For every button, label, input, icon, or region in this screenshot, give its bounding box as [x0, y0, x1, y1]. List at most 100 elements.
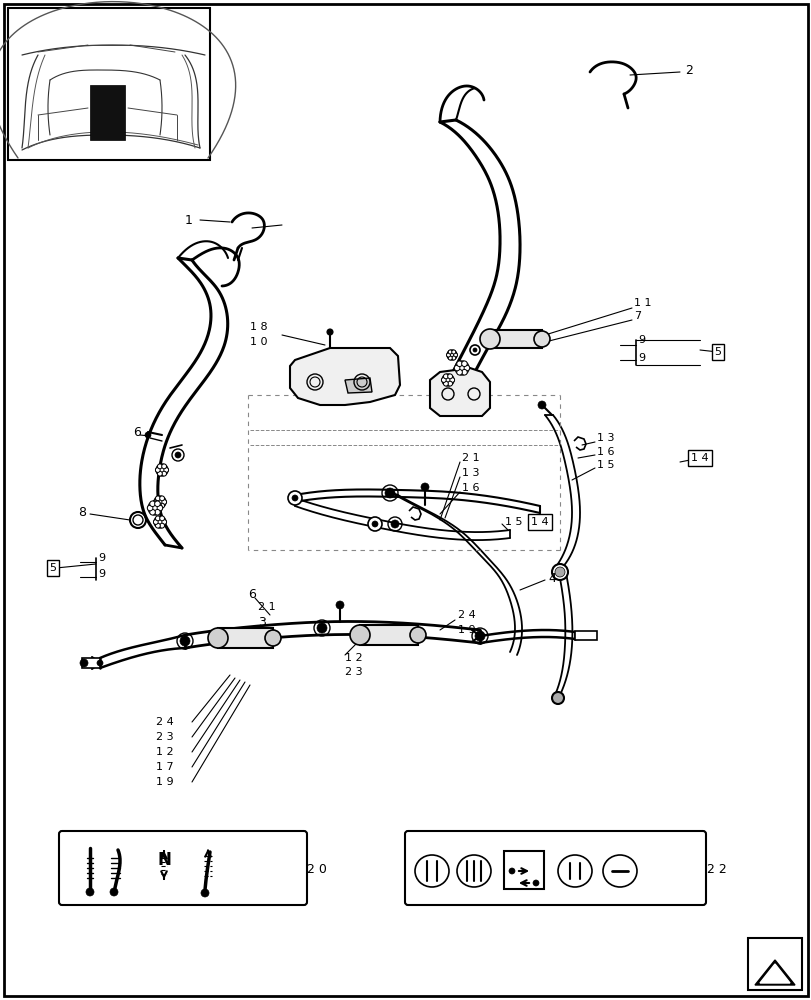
Text: 5: 5: [49, 563, 57, 573]
Circle shape: [160, 503, 165, 508]
Circle shape: [443, 374, 448, 379]
Circle shape: [447, 381, 452, 386]
Text: 1 5: 1 5: [596, 460, 614, 470]
Text: 1 2: 1 2: [345, 653, 363, 663]
Circle shape: [149, 501, 155, 507]
Circle shape: [441, 374, 453, 386]
Text: 1 6: 1 6: [461, 483, 479, 493]
Ellipse shape: [414, 855, 448, 887]
Text: 2 1: 2 1: [258, 602, 275, 612]
Circle shape: [156, 523, 160, 528]
Text: 1 1: 1 1: [633, 298, 650, 308]
Circle shape: [161, 464, 166, 469]
Circle shape: [327, 329, 333, 335]
Circle shape: [551, 564, 568, 580]
Circle shape: [157, 471, 162, 476]
FancyBboxPatch shape: [405, 831, 705, 905]
Circle shape: [156, 503, 160, 508]
Circle shape: [447, 374, 452, 379]
Circle shape: [161, 471, 166, 476]
Text: 1: 1: [185, 214, 193, 227]
Ellipse shape: [603, 855, 636, 887]
Bar: [82, 658, 100, 668]
Text: 6: 6: [247, 588, 255, 601]
Circle shape: [420, 483, 428, 491]
Circle shape: [453, 365, 459, 371]
Text: N: N: [157, 851, 171, 869]
Circle shape: [350, 625, 370, 645]
Text: 1 9: 1 9: [457, 625, 475, 635]
Circle shape: [208, 628, 228, 648]
Circle shape: [479, 329, 500, 349]
Text: 4: 4: [547, 572, 556, 584]
Ellipse shape: [457, 855, 491, 887]
Circle shape: [155, 468, 160, 472]
Text: 1 3: 1 3: [461, 468, 479, 478]
Circle shape: [461, 369, 466, 375]
Text: 3: 3: [258, 615, 265, 628]
Circle shape: [410, 627, 426, 643]
Text: 2 2: 2 2: [706, 863, 726, 876]
Text: 2 1: 2 1: [461, 453, 479, 463]
Circle shape: [443, 381, 448, 386]
Text: 2 4: 2 4: [457, 610, 475, 620]
Circle shape: [161, 500, 166, 504]
Circle shape: [156, 516, 160, 521]
Bar: [489, 330, 541, 348]
Circle shape: [464, 365, 469, 371]
Circle shape: [316, 623, 327, 633]
Circle shape: [454, 361, 469, 375]
FancyBboxPatch shape: [8, 8, 210, 160]
Circle shape: [154, 516, 165, 528]
Circle shape: [532, 880, 539, 886]
Text: 1 9: 1 9: [156, 777, 174, 787]
Circle shape: [160, 523, 165, 528]
Circle shape: [288, 491, 302, 505]
Text: 2 3: 2 3: [345, 667, 363, 677]
Circle shape: [153, 520, 158, 524]
Circle shape: [154, 496, 165, 508]
Circle shape: [446, 353, 450, 357]
Circle shape: [554, 567, 564, 577]
Circle shape: [391, 520, 398, 528]
Circle shape: [449, 378, 454, 382]
Text: 9: 9: [637, 335, 644, 345]
Text: 1 3: 1 3: [596, 433, 614, 443]
Circle shape: [367, 517, 381, 531]
FancyBboxPatch shape: [59, 831, 307, 905]
Circle shape: [551, 692, 564, 704]
Circle shape: [156, 496, 160, 501]
Circle shape: [453, 353, 457, 357]
Ellipse shape: [557, 855, 591, 887]
Text: 1 2: 1 2: [156, 747, 174, 757]
Bar: [359, 625, 418, 645]
Circle shape: [508, 868, 514, 874]
Circle shape: [157, 505, 162, 511]
Text: 2: 2: [684, 64, 692, 77]
Circle shape: [441, 378, 446, 382]
Circle shape: [164, 468, 169, 472]
Circle shape: [172, 449, 184, 461]
Polygon shape: [430, 368, 489, 416]
Circle shape: [264, 630, 281, 646]
Circle shape: [371, 521, 378, 527]
Circle shape: [292, 495, 298, 501]
Circle shape: [160, 496, 165, 501]
Text: 1 4: 1 4: [530, 517, 548, 527]
Text: 1 7: 1 7: [156, 762, 174, 772]
Circle shape: [149, 509, 155, 515]
Circle shape: [156, 464, 168, 476]
Circle shape: [160, 516, 165, 521]
Text: 1 4: 1 4: [690, 453, 708, 463]
Bar: [504, 851, 543, 889]
Circle shape: [145, 432, 151, 438]
Circle shape: [456, 369, 461, 375]
Circle shape: [461, 361, 466, 367]
Polygon shape: [345, 378, 371, 393]
Text: 1 0: 1 0: [250, 337, 267, 347]
Bar: [90, 85, 125, 140]
Circle shape: [154, 509, 160, 515]
Circle shape: [86, 888, 94, 896]
Circle shape: [148, 501, 162, 515]
Circle shape: [456, 361, 461, 367]
